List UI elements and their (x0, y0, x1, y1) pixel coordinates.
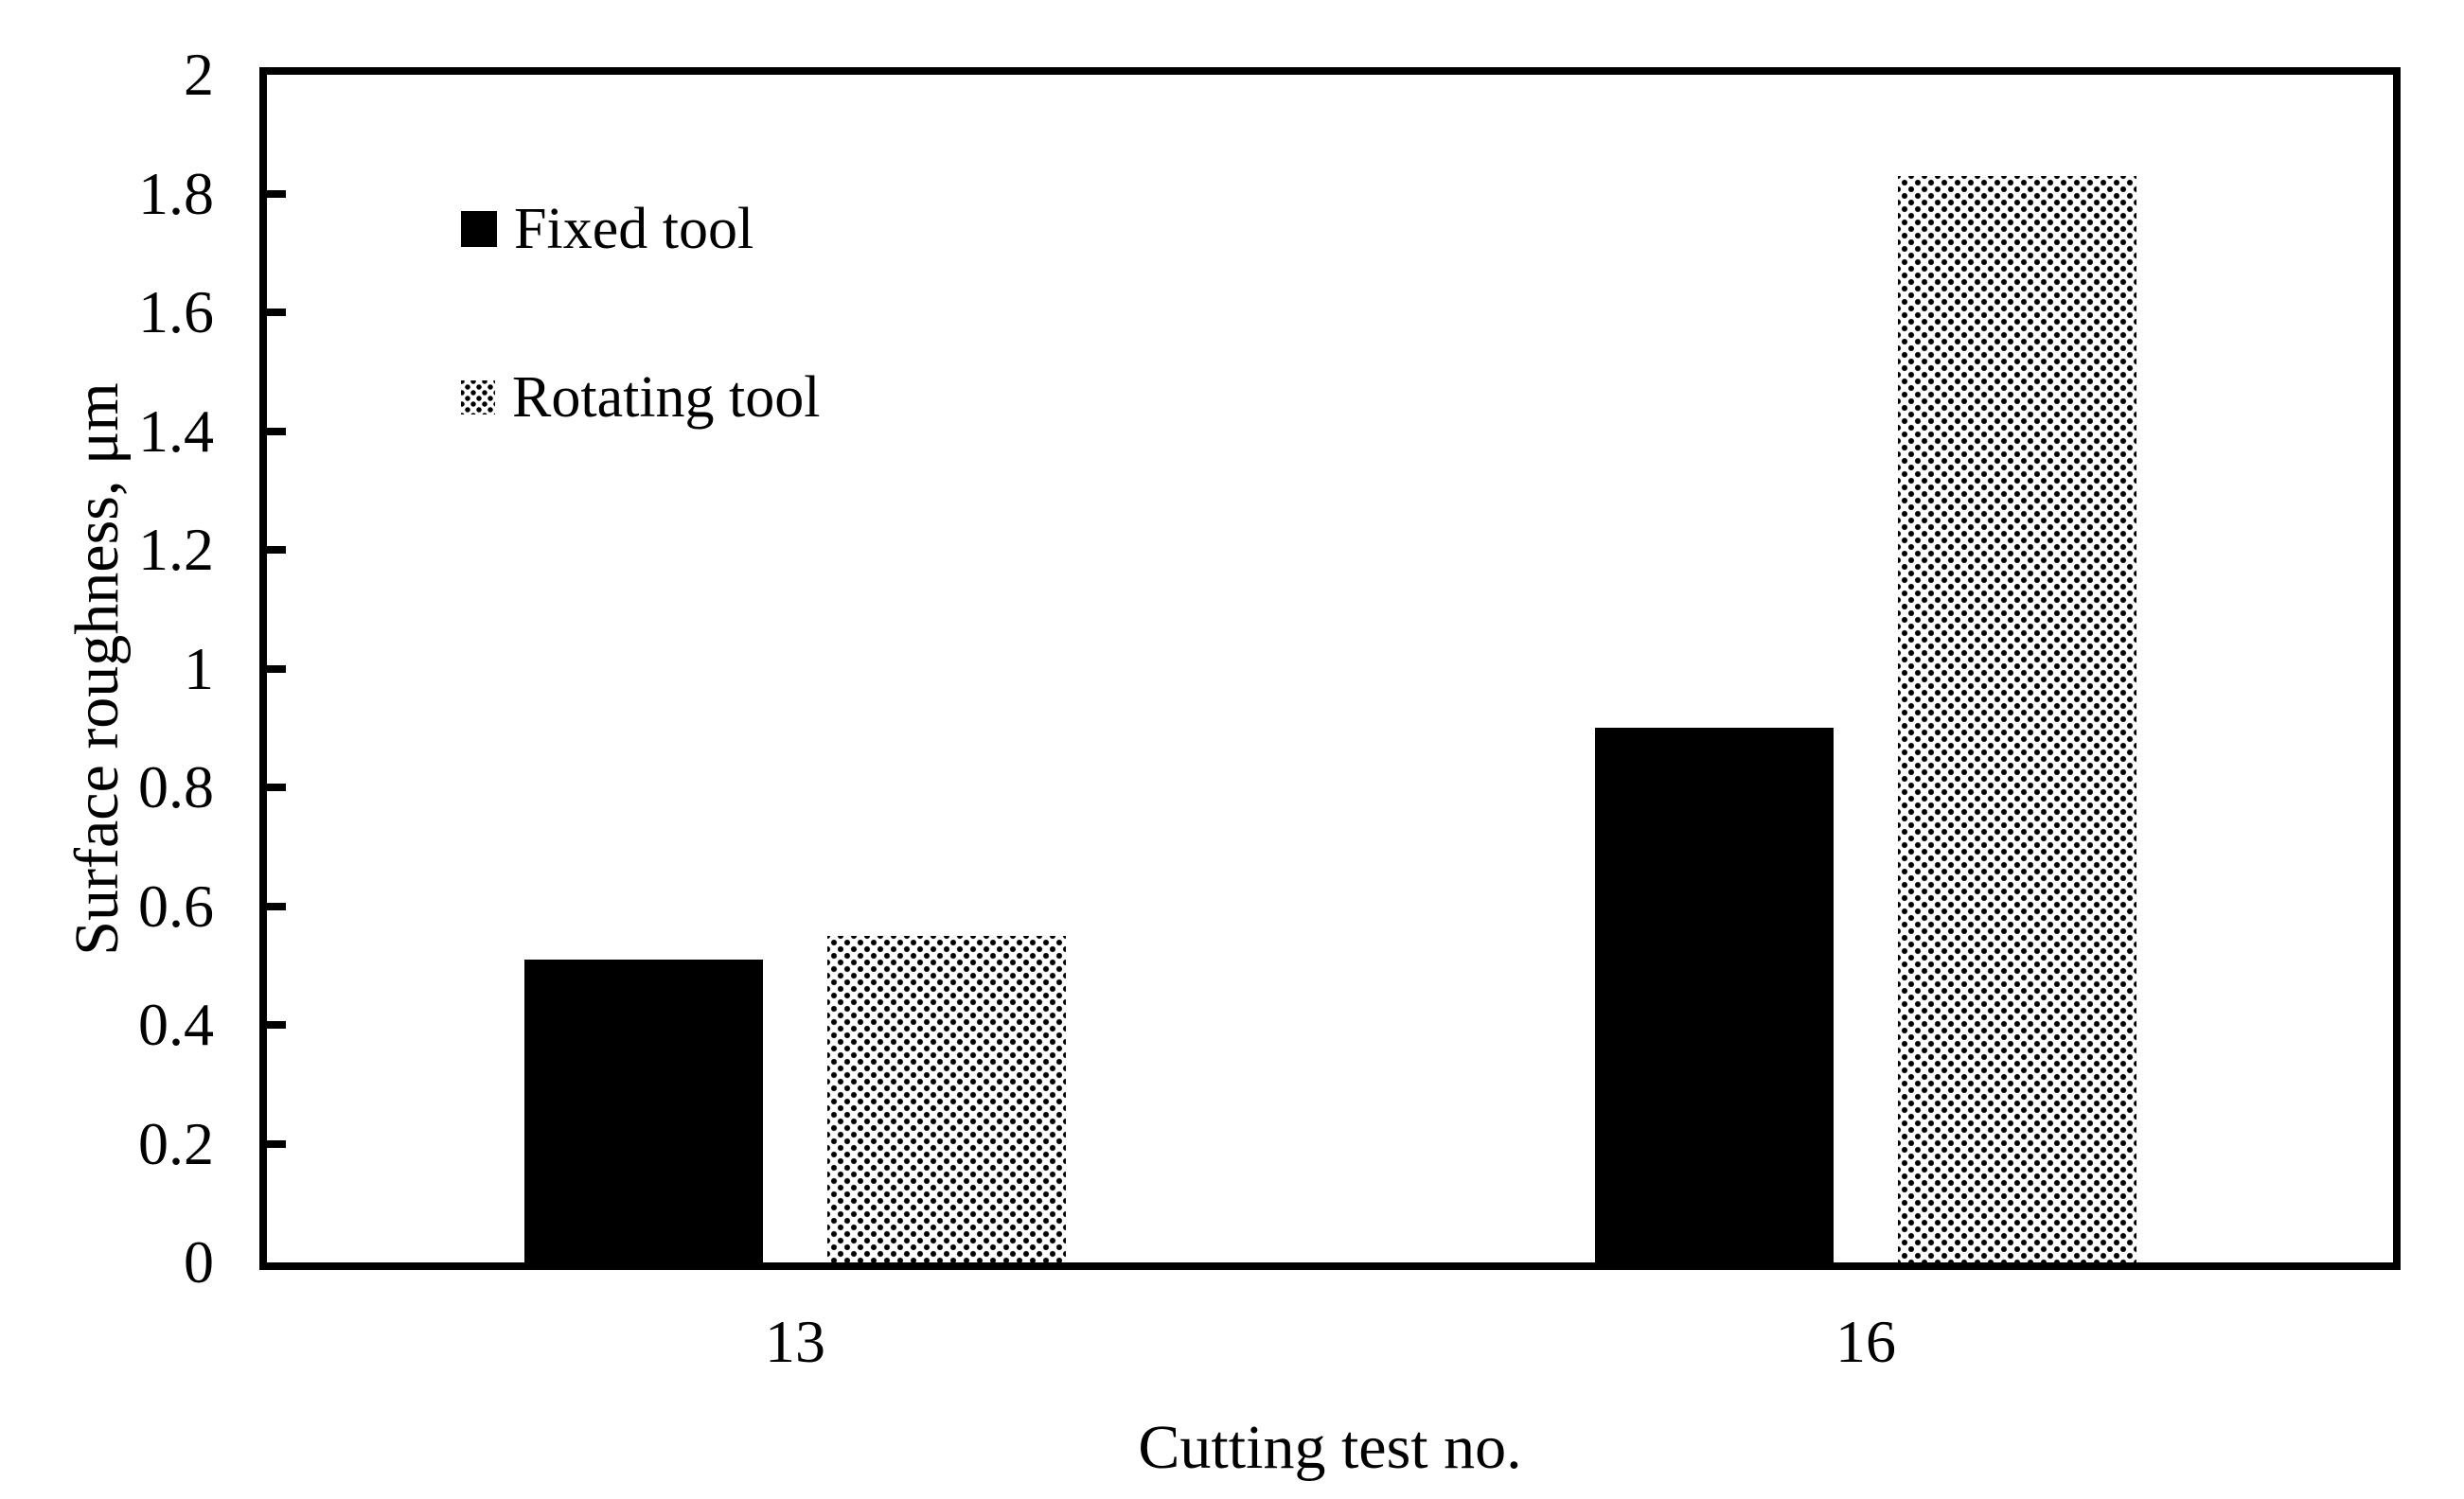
y-tick-mark (267, 1021, 286, 1029)
plot-area: Fixed tool Rotating tool (259, 67, 2401, 1270)
x-tick-label-16: 16 (1835, 1308, 1896, 1375)
y-tick-mark (267, 427, 286, 435)
y-tick-label: 1.2 (138, 516, 214, 583)
y-tick-label: 0.2 (138, 1109, 214, 1177)
y-tick-label: 0.4 (138, 991, 214, 1058)
fixed-tool-swatch-icon (461, 211, 497, 247)
y-tick-label: 0.8 (138, 753, 214, 820)
x-tick-label-13: 13 (765, 1308, 825, 1375)
y-tick-label: 1.8 (138, 159, 214, 227)
bar-fixed-tool-16 (1595, 728, 1834, 1262)
bar-rotating-tool-16 (1898, 176, 2136, 1262)
y-tick-mark (267, 546, 286, 554)
bar-fixed-tool-13 (524, 960, 763, 1262)
x-axis-title: Cutting test no. (1138, 1413, 1522, 1482)
y-tick-label: 1.4 (138, 397, 214, 465)
rotating-tool-swatch-icon (461, 380, 495, 414)
y-tick-label: 0.6 (138, 872, 214, 940)
y-tick-label: 0 (184, 1228, 214, 1296)
y-tick-label: 1.6 (138, 278, 214, 345)
y-tick-mark (267, 1139, 286, 1148)
y-tick-mark (267, 309, 286, 316)
y-tick-mark (267, 784, 286, 791)
y-tick-label: 2 (184, 41, 214, 108)
y-tick-mark (267, 664, 286, 673)
legend-label-fixed-tool: Fixed tool (514, 197, 754, 261)
legend-label-rotating-tool: Rotating tool (512, 365, 821, 430)
bar-rotating-tool-13 (827, 936, 1066, 1262)
y-tick-mark (267, 902, 286, 910)
y-tick-label: 1 (184, 634, 214, 702)
y-tick-mark (267, 189, 286, 198)
legend-item-fixed-tool: Fixed tool (461, 195, 753, 263)
legend-item-rotating-tool: Rotating tool (461, 363, 821, 432)
